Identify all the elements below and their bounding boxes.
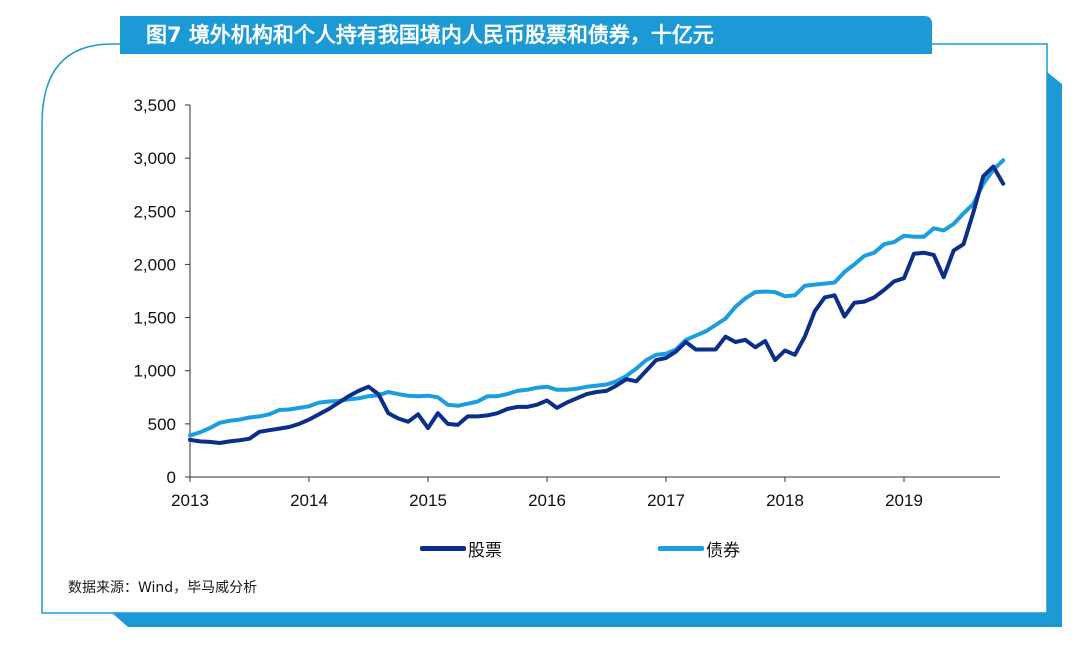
x-tick-label: 2016 xyxy=(528,491,566,510)
x-tick-label: 2015 xyxy=(409,491,447,510)
x-tick-label: 2014 xyxy=(290,491,328,510)
y-tick-label: 3,000 xyxy=(133,149,176,168)
chart-frame xyxy=(41,43,1048,614)
chart-series xyxy=(188,158,1006,445)
legend-swatch-bonds xyxy=(658,545,704,551)
y-tick-label: 1,000 xyxy=(133,362,176,381)
x-tick-label: 2013 xyxy=(171,491,209,510)
legend-label-stocks: 股票 xyxy=(468,540,502,561)
legend-item-bonds: 债券 xyxy=(658,536,740,561)
source-note: 数据来源：Wind，毕马威分析 xyxy=(68,580,258,596)
series-line-stocks xyxy=(188,164,1006,445)
x-tick-label: 2018 xyxy=(766,491,804,510)
y-tick-label: 1,500 xyxy=(133,309,176,328)
y-tick-label: 500 xyxy=(148,415,176,434)
chart-axes: 0 500 1,000 1,500 2,000 2,500 3,000 3,500 2013 20… xyxy=(133,96,1000,510)
legend-swatch-stocks xyxy=(420,545,466,551)
series-line-bonds xyxy=(188,158,1006,438)
title-banner xyxy=(120,16,932,54)
x-tick-label: 2019 xyxy=(885,491,923,510)
chart-title: 图7 境外机构和个人持有我国境内人民币股票和债券，十亿元 xyxy=(146,23,714,47)
y-tick-label: 2,000 xyxy=(133,255,176,274)
y-tick-label: 3,500 xyxy=(133,96,176,115)
y-tick-label: 2,500 xyxy=(133,202,176,221)
y-tick-label: 0 xyxy=(167,468,176,487)
legend-item-stocks: 股票 xyxy=(420,536,502,561)
x-tick-label: 2017 xyxy=(647,491,685,510)
legend-label-bonds: 债券 xyxy=(706,540,740,561)
